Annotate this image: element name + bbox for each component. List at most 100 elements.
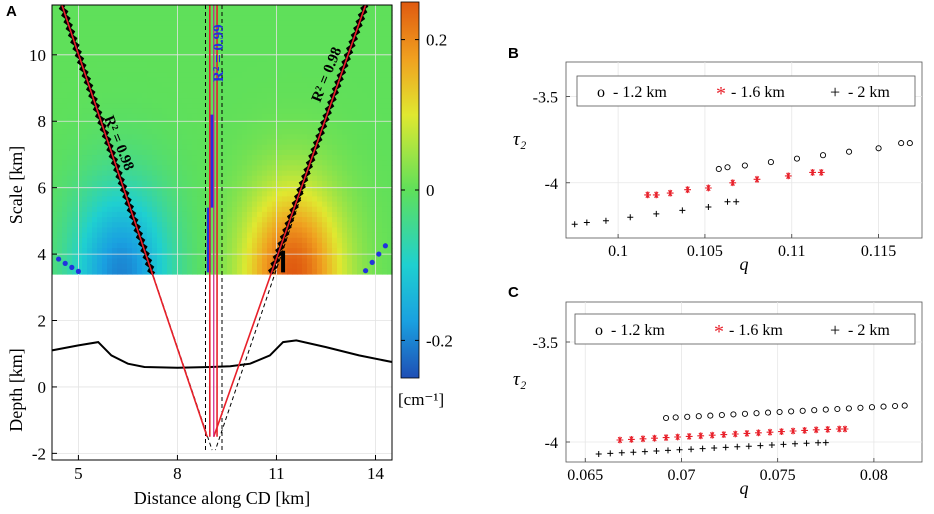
heatmap-cell bbox=[242, 61, 248, 68]
heatmap-cell bbox=[97, 72, 103, 79]
heatmap-cell bbox=[302, 5, 308, 11]
heatmap-cell bbox=[362, 175, 368, 182]
heatmap-cell bbox=[352, 165, 358, 172]
heatmap-cell bbox=[237, 248, 243, 254]
heatmap-cell bbox=[77, 248, 83, 254]
heatmap-cell bbox=[197, 227, 203, 234]
heatmap-cell bbox=[222, 61, 228, 68]
heatmap-cell bbox=[282, 82, 288, 89]
heatmap-cell bbox=[57, 67, 63, 73]
heatmap-cell bbox=[232, 82, 238, 89]
heatmap-cell bbox=[212, 46, 218, 53]
heatmap-cell bbox=[327, 149, 333, 156]
heatmap-cell bbox=[342, 139, 348, 146]
point-star bbox=[705, 184, 712, 192]
heatmap-cell bbox=[57, 165, 63, 172]
heatmap-cell bbox=[252, 155, 258, 161]
heatmap-cell bbox=[277, 67, 283, 73]
heatmap-cell bbox=[102, 227, 108, 234]
heatmap-cell bbox=[137, 237, 143, 244]
heatmap-cell bbox=[142, 108, 148, 115]
heatmap-cell bbox=[212, 36, 218, 42]
heatmap-cell bbox=[57, 263, 63, 270]
heatmap-cell bbox=[282, 108, 288, 115]
heatmap-cell bbox=[147, 144, 153, 151]
heatmap-cell bbox=[87, 56, 93, 63]
heatmap-cell bbox=[317, 155, 323, 161]
heatmap-cell bbox=[227, 61, 233, 68]
heatmap-cell bbox=[82, 103, 88, 110]
heatmap-cell bbox=[262, 253, 268, 260]
heatmap-cell bbox=[222, 227, 228, 234]
heatmap-cell bbox=[387, 113, 393, 120]
heatmap-cell bbox=[307, 180, 313, 187]
heatmap-cell bbox=[217, 61, 223, 68]
heatmap-cell bbox=[327, 82, 333, 89]
heatmap-cell bbox=[377, 25, 383, 32]
heatmap-cell bbox=[142, 56, 148, 63]
heatmap-cell bbox=[362, 149, 368, 156]
heatmap-cell bbox=[312, 129, 318, 135]
heatmap-cell bbox=[332, 134, 338, 141]
heatmap-cell bbox=[217, 77, 223, 84]
heatmap-cell bbox=[287, 67, 293, 73]
heatmap-cell bbox=[192, 222, 198, 229]
heatmap-cell bbox=[382, 196, 388, 203]
heatmap-cell bbox=[82, 268, 88, 275]
heatmap-cell bbox=[227, 263, 233, 270]
heatmap-cell bbox=[287, 227, 293, 234]
heatmap-cell bbox=[342, 170, 348, 177]
heatmap-cell bbox=[132, 72, 138, 79]
heatmap-cell bbox=[102, 46, 108, 53]
heatmap-cell bbox=[217, 211, 223, 218]
heatmap-cell bbox=[147, 20, 153, 27]
heatmap-cell bbox=[352, 46, 358, 53]
heatmap-cell bbox=[122, 61, 128, 68]
heatmap-cell bbox=[367, 123, 373, 130]
heatmap-cell bbox=[137, 82, 143, 89]
heatmap-cell bbox=[327, 56, 333, 63]
heatmap-cell bbox=[342, 258, 348, 265]
heatmap-cell bbox=[272, 77, 278, 84]
heatmap-cell bbox=[162, 253, 168, 260]
heatmap-cell bbox=[97, 20, 103, 27]
heatmap-cell bbox=[257, 175, 263, 182]
heatmap-cell bbox=[62, 237, 68, 244]
heatmap-cell bbox=[302, 25, 308, 32]
heatmap-cell bbox=[242, 36, 248, 42]
heatmap-cell bbox=[227, 186, 233, 192]
heatmap-cell bbox=[322, 258, 328, 265]
heatmap-cell bbox=[342, 77, 348, 84]
heatmap-cell bbox=[262, 180, 268, 187]
heatmap-cell bbox=[132, 149, 138, 156]
heatmap-cell bbox=[57, 253, 63, 260]
heatmap-cell bbox=[352, 118, 358, 125]
heatmap-cell bbox=[367, 248, 373, 254]
heatmap-cell bbox=[87, 268, 93, 275]
heatmap-cell bbox=[122, 206, 128, 213]
heatmap-cell bbox=[77, 175, 83, 182]
heatmap-cell bbox=[272, 268, 278, 275]
heatmap-cell bbox=[297, 134, 303, 141]
x-tick-label: 14 bbox=[367, 464, 385, 483]
heatmap-cell bbox=[92, 56, 98, 63]
heatmap-cell bbox=[182, 253, 188, 260]
heatmap-cell bbox=[142, 20, 148, 27]
heatmap-cell bbox=[337, 237, 343, 244]
heatmap-cell bbox=[292, 129, 298, 135]
heatmap-cell bbox=[277, 87, 283, 94]
heatmap-cell bbox=[142, 196, 148, 203]
heatmap-cell bbox=[262, 222, 268, 229]
heatmap-cell bbox=[122, 237, 128, 244]
heatmap-cell bbox=[157, 10, 163, 16]
heatmap-cell bbox=[182, 129, 188, 135]
heatmap-cell bbox=[292, 155, 298, 161]
heatmap-cell bbox=[57, 201, 63, 208]
heatmap-cell bbox=[127, 134, 133, 141]
point-star bbox=[697, 432, 705, 440]
point-circle bbox=[730, 411, 737, 418]
heatmap-cell bbox=[142, 10, 148, 16]
heatmap-cell bbox=[132, 46, 138, 53]
heatmap-cell bbox=[142, 139, 148, 146]
heatmap-cell bbox=[262, 41, 268, 47]
